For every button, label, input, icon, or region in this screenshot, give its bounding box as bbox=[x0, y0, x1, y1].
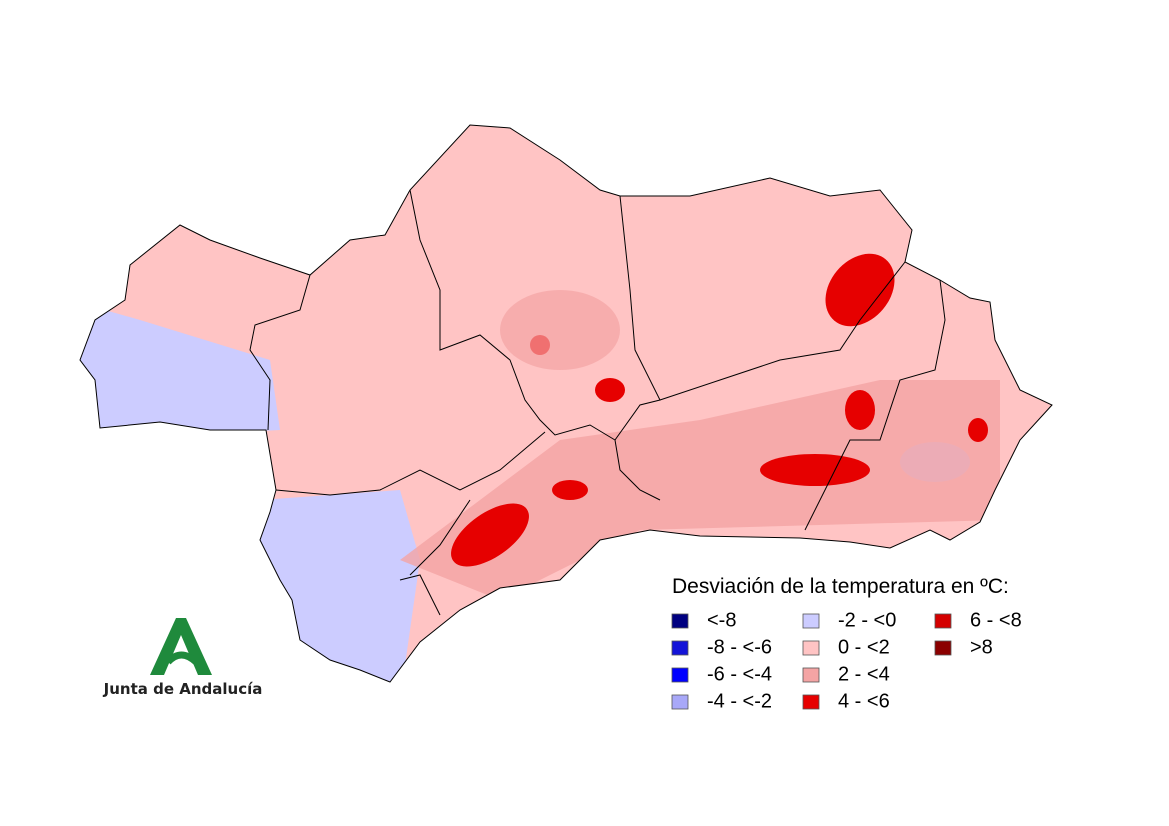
legend-label: -8 - <-6 bbox=[707, 636, 772, 658]
legend-swatch bbox=[802, 640, 820, 656]
cool-area bbox=[80, 300, 280, 440]
province-border bbox=[409, 189, 661, 441]
legend-label: -4 - <-2 bbox=[707, 690, 772, 712]
warm-area bbox=[500, 290, 620, 370]
legend-title: Desviación de la temperatura en ºC: bbox=[672, 575, 1009, 598]
province-border bbox=[409, 499, 471, 576]
legend-label: 6 - <8 bbox=[970, 609, 1022, 631]
hot-area bbox=[552, 480, 588, 500]
legend-label: -2 - <0 bbox=[838, 609, 896, 631]
legend: <-8 -8 - <-6 -6 - <-4 -4 - <-2 -2 - <0 0 - <2… bbox=[671, 609, 1022, 712]
legend-label: 4 - <6 bbox=[838, 690, 890, 712]
hot-area bbox=[968, 418, 988, 442]
legend-swatch bbox=[802, 613, 820, 629]
hot-area bbox=[530, 335, 550, 355]
logo-mark bbox=[150, 618, 212, 675]
hot-area bbox=[825, 253, 895, 327]
legend-label: <-8 bbox=[707, 609, 736, 631]
legend-swatch bbox=[671, 667, 689, 683]
legend-label: 2 - <4 bbox=[838, 663, 890, 685]
province-borders bbox=[249, 189, 946, 616]
province-border bbox=[659, 261, 906, 401]
logo-mark bbox=[165, 651, 199, 665]
legend-swatch bbox=[671, 613, 689, 629]
legend-label: >8 bbox=[970, 636, 993, 658]
legend-label: 0 - <2 bbox=[838, 636, 890, 658]
legend-swatch bbox=[671, 640, 689, 656]
logo: Junta de Andalucía bbox=[103, 618, 263, 698]
hot-area bbox=[451, 503, 529, 567]
hot-area bbox=[595, 378, 625, 402]
legend-swatch bbox=[802, 667, 820, 683]
logo-text: Junta de Andalucía bbox=[103, 680, 263, 698]
warm-area bbox=[400, 380, 1000, 600]
province-border bbox=[804, 279, 946, 531]
province-border bbox=[249, 274, 311, 431]
province-border bbox=[275, 431, 546, 496]
hot-area bbox=[845, 390, 875, 430]
legend-swatch bbox=[934, 640, 952, 656]
province-border bbox=[614, 439, 661, 501]
legend-swatch bbox=[802, 694, 820, 710]
legend-swatch bbox=[934, 613, 952, 629]
province-border bbox=[399, 574, 441, 616]
legend-swatch bbox=[671, 694, 689, 710]
cool-area bbox=[250, 490, 420, 682]
hot-area bbox=[760, 454, 870, 486]
temperature-map bbox=[80, 125, 1052, 682]
legend-label: -6 - <-4 bbox=[707, 663, 772, 685]
